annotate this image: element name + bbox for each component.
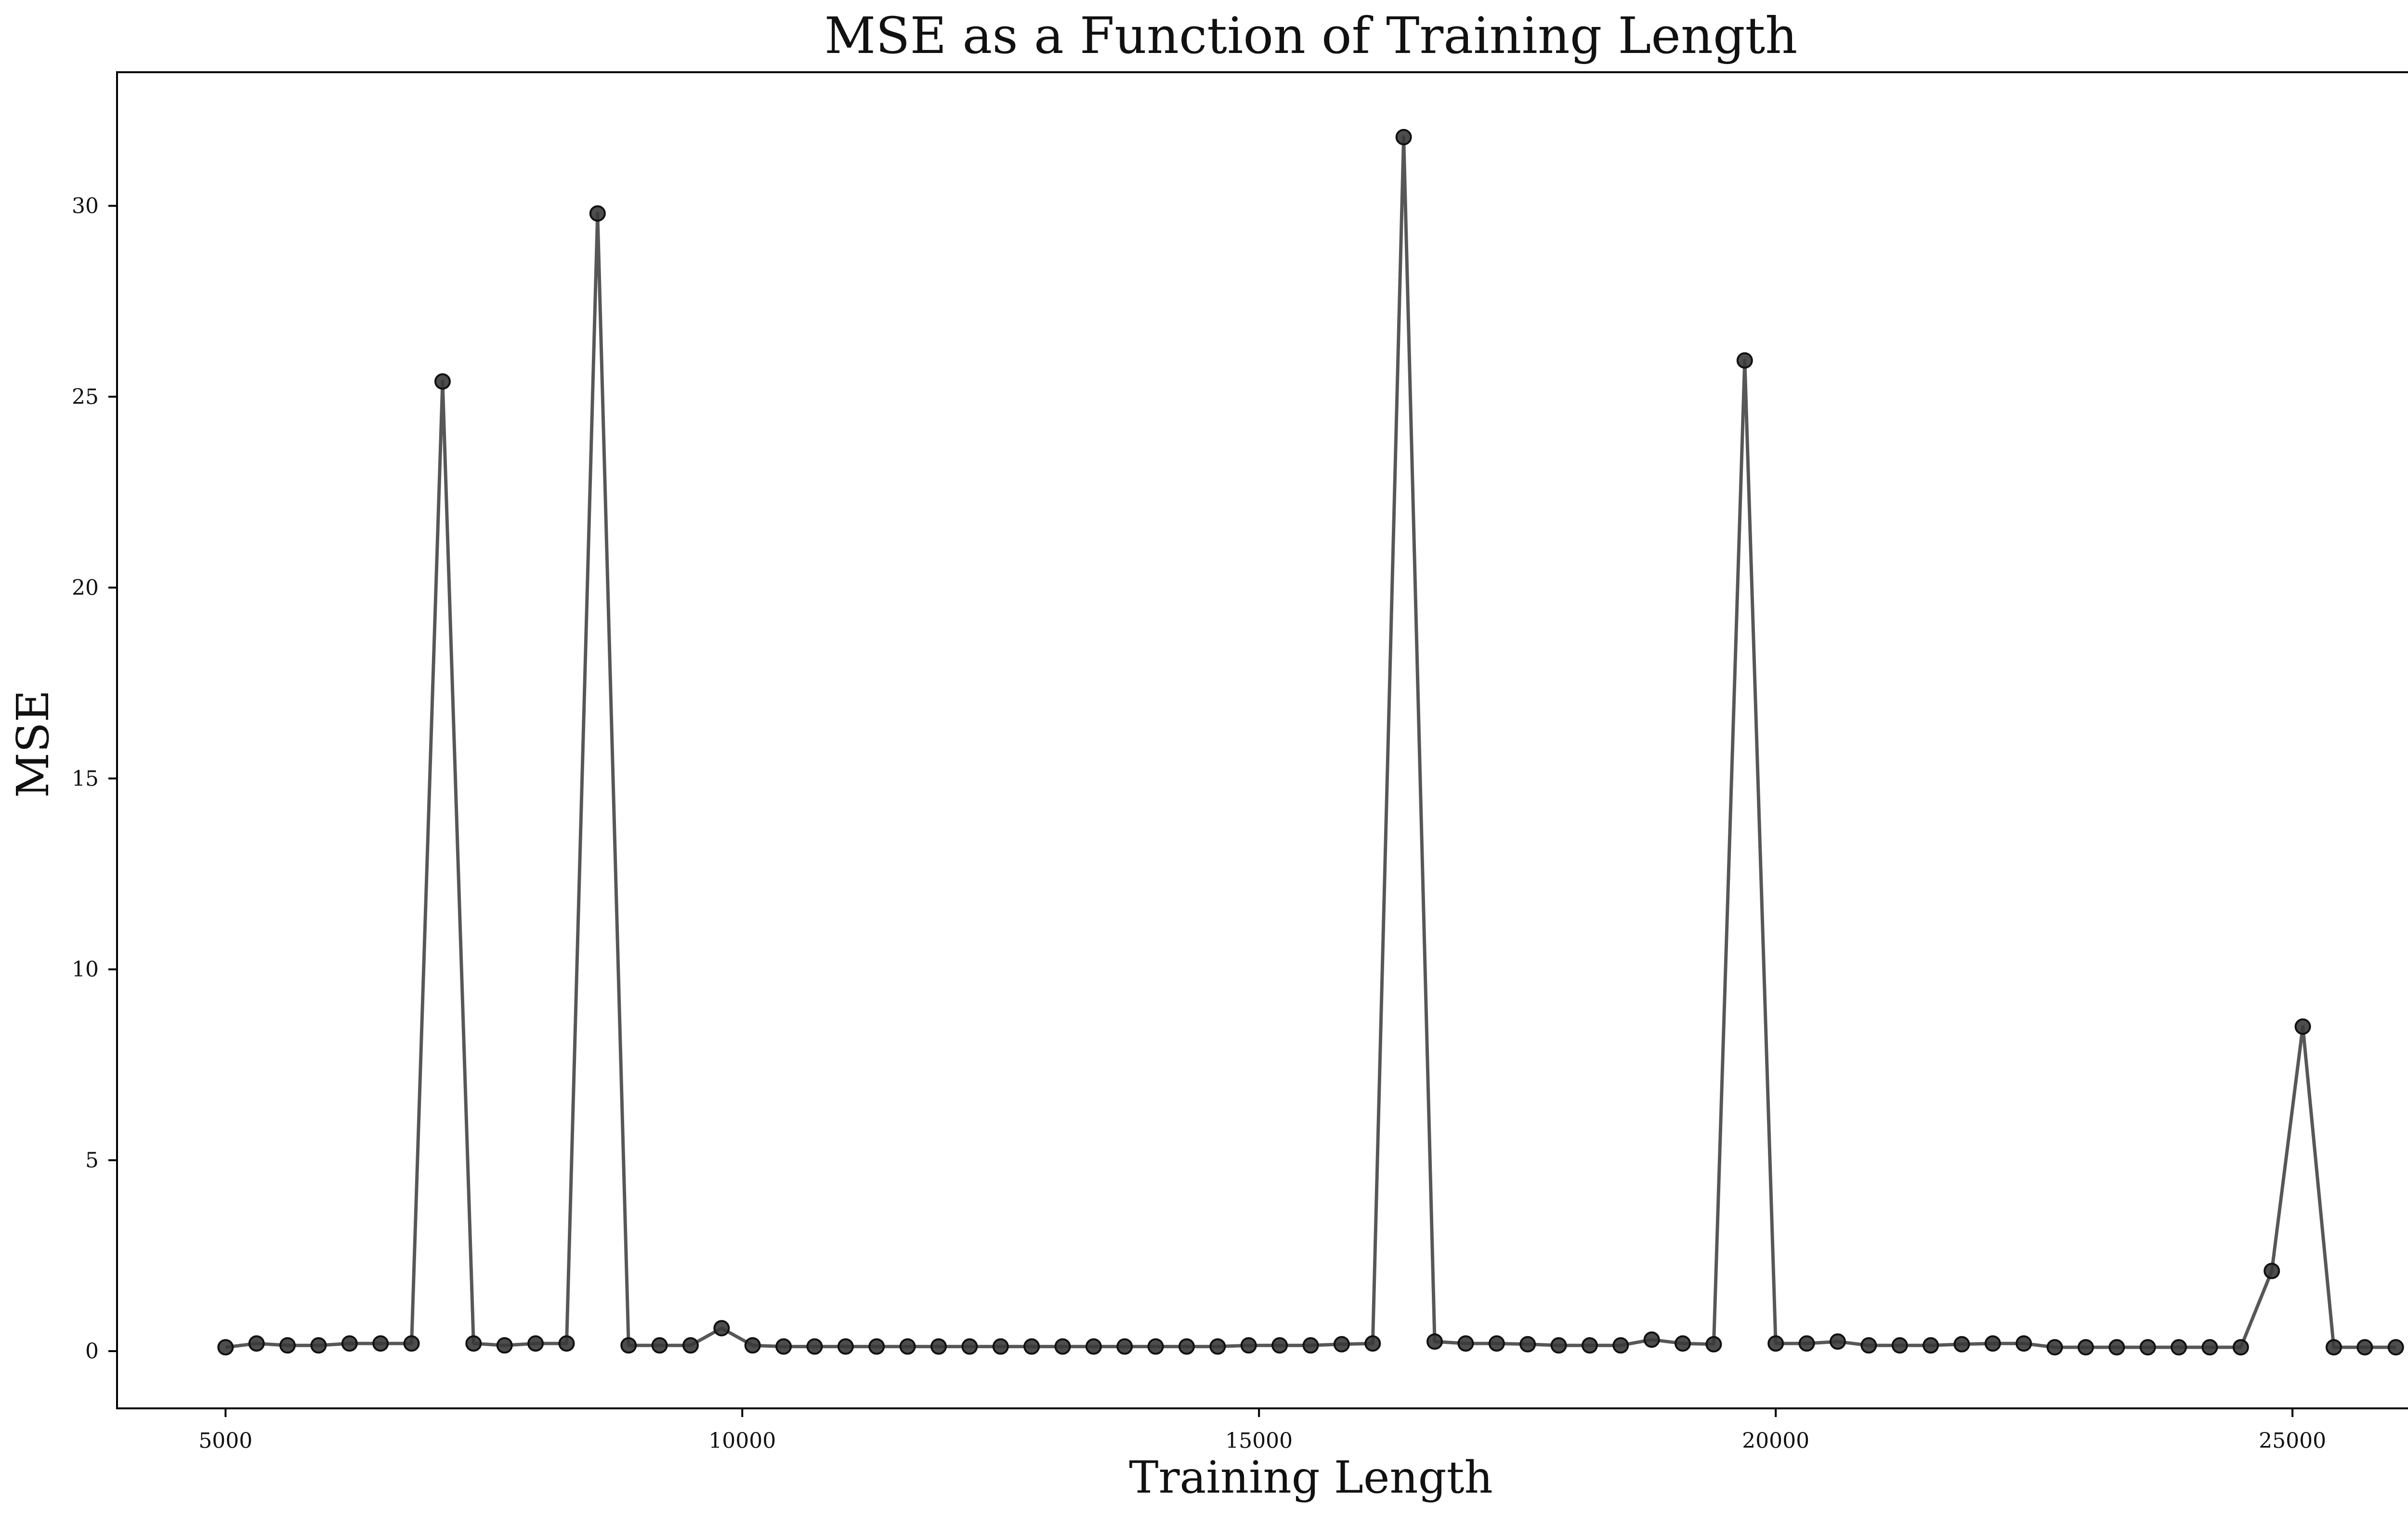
- data-point: [1581, 1337, 1598, 1354]
- data-point: [217, 1339, 234, 1356]
- data-point: [1488, 1335, 1505, 1352]
- data-point: [1116, 1338, 1133, 1355]
- x-tick-label: 15000: [1225, 1429, 1293, 1453]
- data-point: [1675, 1335, 1691, 1352]
- data-point: [1891, 1337, 1908, 1354]
- data-point: [248, 1335, 265, 1352]
- y-tick-label: 25: [72, 385, 99, 409]
- data-point: [1923, 1337, 1939, 1354]
- data-point: [1240, 1337, 1257, 1354]
- data-point: [1798, 1335, 1815, 1352]
- chart-title: MSE as a Function of Training Length: [824, 6, 1798, 65]
- data-point: [2232, 1339, 2249, 1356]
- data-point: [744, 1337, 761, 1354]
- data-point: [806, 1338, 823, 1355]
- data-point: [1209, 1338, 1226, 1355]
- data-point: [558, 1335, 575, 1352]
- data-point: [1333, 1336, 1350, 1353]
- y-tick-label: 0: [85, 1339, 99, 1364]
- data-point: [2201, 1339, 2218, 1356]
- data-point: [1023, 1338, 1040, 1355]
- data-point: [837, 1338, 854, 1355]
- data-point: [620, 1337, 637, 1354]
- data-point: [899, 1338, 916, 1355]
- data-point: [868, 1338, 885, 1355]
- data-point: [930, 1338, 947, 1355]
- data-point: [1829, 1333, 1846, 1350]
- data-point: [1612, 1337, 1629, 1354]
- data-point: [1519, 1336, 1536, 1353]
- y-tick-label: 20: [72, 575, 99, 600]
- data-point: [589, 205, 606, 222]
- data-point: [1953, 1336, 1970, 1353]
- data-point: [2294, 1018, 2311, 1035]
- data-point: [1643, 1331, 1660, 1348]
- data-point: [2356, 1339, 2373, 1356]
- data-point: [682, 1337, 699, 1354]
- data-point: [2077, 1339, 2094, 1356]
- data-point: [1767, 1335, 1784, 1352]
- data-point: [1395, 129, 1412, 145]
- data-point: [992, 1338, 1009, 1355]
- data-point: [961, 1338, 978, 1355]
- data-point: [651, 1337, 668, 1354]
- data-point: [1178, 1338, 1195, 1355]
- y-tick-label: 15: [72, 767, 99, 791]
- data-point: [465, 1335, 482, 1352]
- data-point: [2325, 1339, 2342, 1356]
- y-tick-label: 5: [85, 1148, 99, 1173]
- data-point: [2171, 1339, 2187, 1356]
- plot-frame: [116, 71, 2408, 1409]
- x-tick-label: 10000: [708, 1429, 776, 1453]
- data-point: [341, 1335, 358, 1352]
- data-point: [1085, 1338, 1102, 1355]
- data-point: [2139, 1339, 2156, 1356]
- data-point: [1705, 1336, 1722, 1353]
- data-point: [527, 1335, 544, 1352]
- data-point: [279, 1337, 296, 1354]
- data-point: [434, 373, 451, 390]
- x-axis-label: Training Length: [1129, 1452, 1493, 1503]
- data-point: [2015, 1335, 2032, 1352]
- data-point: [1457, 1335, 1474, 1352]
- data-point: [1364, 1335, 1381, 1352]
- y-tick-label: 10: [72, 957, 99, 982]
- x-tick-label: 20000: [1742, 1429, 1809, 1453]
- data-point: [1736, 352, 1753, 369]
- data-point: [2264, 1262, 2280, 1279]
- series-group: [217, 129, 2404, 1356]
- data-point: [372, 1335, 389, 1352]
- y-axis-label: MSE: [7, 690, 59, 798]
- data-point: [1550, 1337, 1567, 1354]
- data-point: [2046, 1339, 2063, 1356]
- data-point: [1426, 1333, 1443, 1350]
- x-tick-label: 25000: [2259, 1429, 2326, 1453]
- data-point: [2387, 1339, 2404, 1356]
- data-point: [310, 1337, 327, 1354]
- data-point: [1271, 1337, 1288, 1354]
- data-point: [2108, 1339, 2125, 1356]
- data-point: [1054, 1338, 1071, 1355]
- data-point: [496, 1337, 513, 1354]
- ticks-group: 5000 10000 15000 20000 25000 0 5 10 15 20 25 30: [72, 194, 2326, 1454]
- x-tick-label: 5000: [198, 1429, 252, 1453]
- data-point: [1984, 1335, 2001, 1352]
- data-point: [1147, 1338, 1164, 1355]
- data-point: [1302, 1337, 1319, 1354]
- y-tick-label: 30: [72, 194, 99, 219]
- data-point: [403, 1335, 420, 1352]
- data-point: [775, 1338, 792, 1355]
- data-point: [713, 1320, 730, 1337]
- data-point: [1860, 1337, 1877, 1354]
